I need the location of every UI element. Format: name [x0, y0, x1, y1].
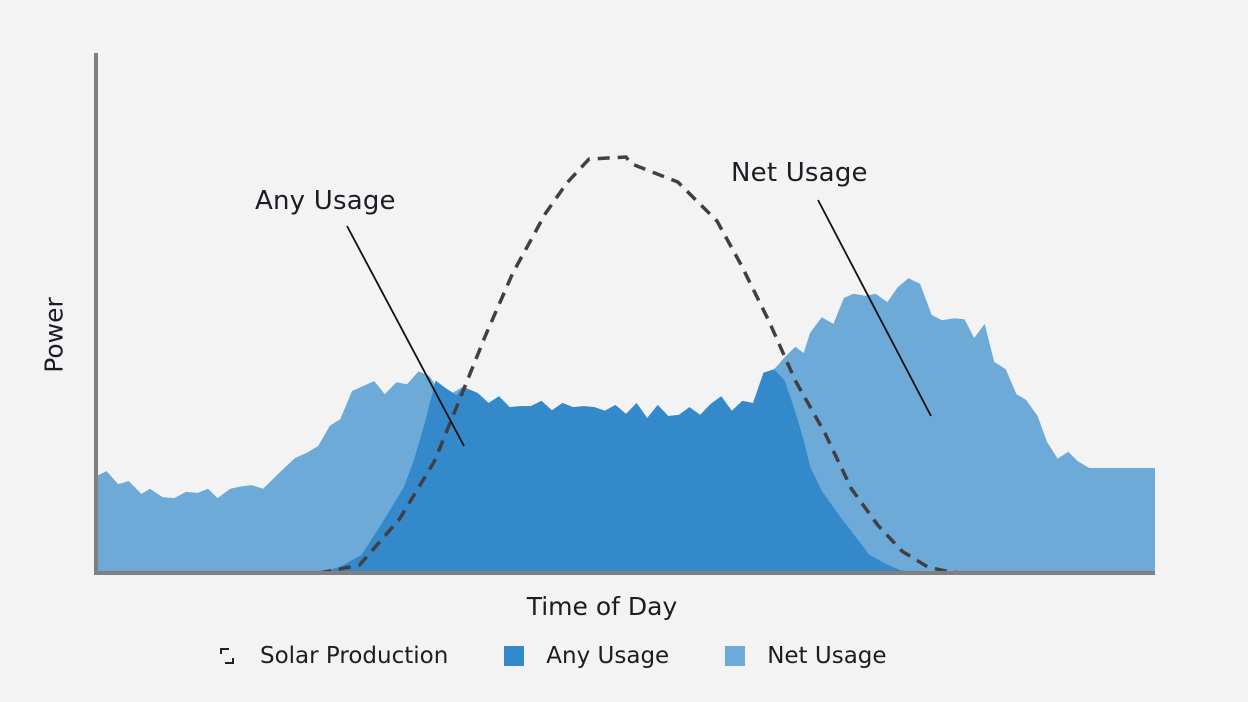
any-usage-area [319, 369, 965, 573]
legend-label: Any Usage [546, 643, 670, 669]
any-usage-callout-line [346, 225, 465, 447]
any-usage-annotation: Any Usage [255, 186, 396, 216]
solar-production-line [318, 155, 986, 575]
legend-item-any-usage: Any Usage [504, 643, 669, 669]
y-axis-label: Power [39, 297, 69, 373]
legend-item-net-usage: Net Usage [725, 643, 887, 669]
x-axis-label: Time of Day [526, 592, 678, 621]
net-usage-callout-line [817, 199, 932, 417]
net-usage-swatch-icon [725, 646, 746, 666]
legend-label: Solar Production [260, 643, 449, 669]
any-usage-swatch-icon [504, 646, 525, 666]
net-usage-annotation: Net Usage [731, 158, 868, 188]
plot-area [97, 155, 1155, 575]
legend-label: Net Usage [767, 643, 887, 669]
legend: Solar Production Any Usage Net Usage [220, 643, 943, 669]
dashed-line-icon [220, 648, 234, 664]
legend-item-solar-production: Solar Production [220, 643, 448, 669]
